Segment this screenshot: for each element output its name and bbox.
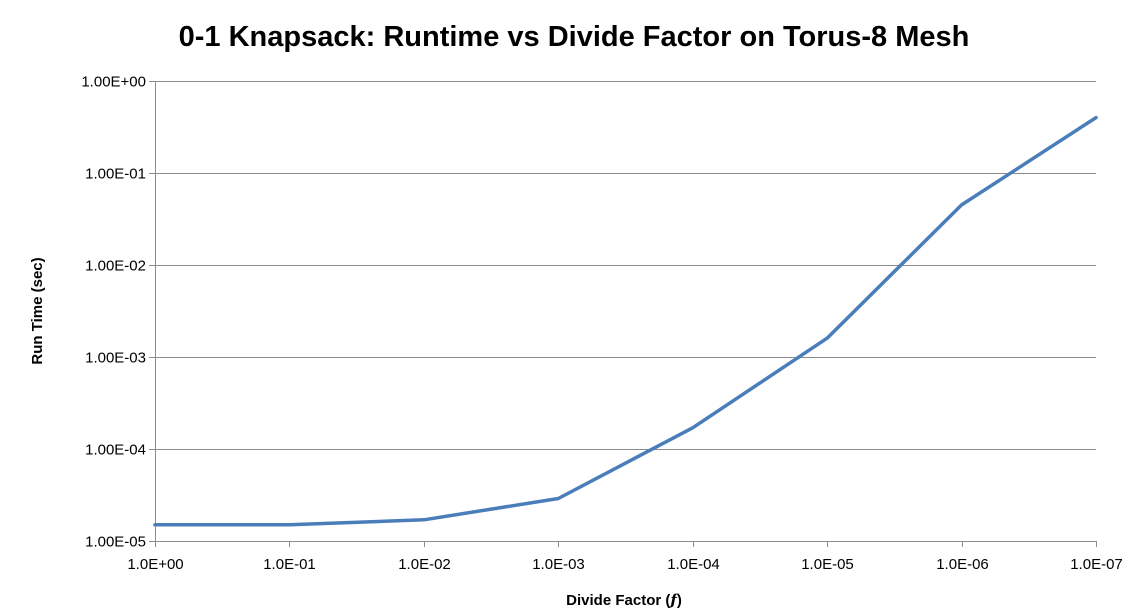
x-axis-title-close: ): [677, 592, 682, 609]
y-tick-label: 1.00E-02: [85, 258, 146, 275]
x-tick-label: 1.0E-07: [1070, 556, 1123, 573]
series-line: [153, 115, 1098, 527]
y-axis-title: Run Time (sec): [29, 257, 46, 364]
x-tick-label: 1.0E-05: [801, 556, 854, 573]
series-layer: [153, 115, 1098, 527]
x-axis-title-symbol: f: [669, 591, 679, 609]
y-tick-label: 1.00E-04: [85, 442, 146, 459]
x-axis-title: Divide Factor (f): [566, 591, 682, 609]
y-tick-label: 1.00E-05: [85, 534, 146, 551]
x-tick-label: 1.0E-04: [667, 556, 720, 573]
gridlines: [155, 81, 1096, 542]
chart-title: 0-1 Knapsack: Runtime vs Divide Factor o…: [179, 21, 970, 53]
x-axis-title-text: Divide Factor (: [566, 592, 670, 609]
x-tick-label: 1.0E-06: [936, 556, 989, 573]
axes: [149, 81, 1097, 547]
y-tick-label: 1.00E+00: [81, 74, 146, 91]
x-tick-label: 1.0E-03: [532, 556, 585, 573]
x-tick-label: 1.0E-02: [398, 556, 451, 573]
y-tick-label: 1.00E-01: [85, 166, 146, 183]
x-tick-label: 1.0E-01: [263, 556, 316, 573]
y-tick-label: 1.00E-03: [85, 350, 146, 367]
x-tick-label: 1.0E+00: [127, 556, 183, 573]
tick-labels: 1.00E+00 1.00E-01 1.00E-02 1.00E-03 1.00E-04…: [81, 74, 1122, 574]
